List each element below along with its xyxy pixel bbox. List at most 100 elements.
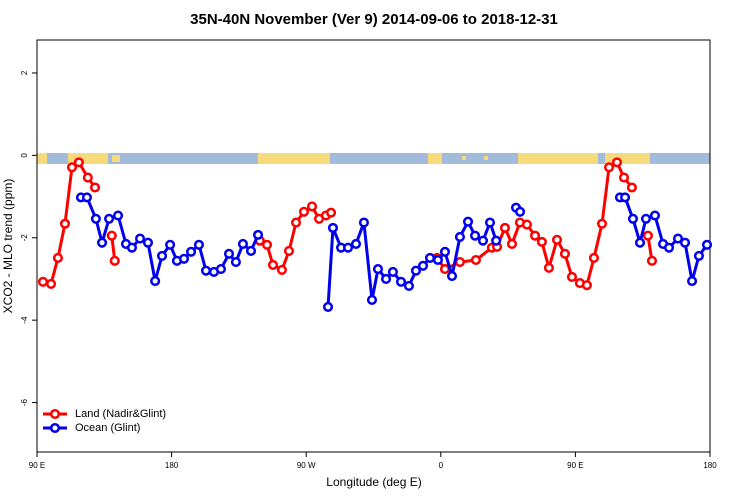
point (358, 217, 369, 228)
point (701, 239, 713, 250)
point (620, 192, 631, 203)
legend-symbol (49, 408, 61, 420)
point (410, 265, 422, 276)
point (215, 264, 227, 275)
point (109, 255, 120, 266)
point (37, 276, 49, 287)
point (649, 210, 661, 221)
series-line (80, 195, 709, 308)
point (491, 235, 502, 246)
legend-label: Land (Nadir&Glint) (75, 408, 166, 420)
point (446, 271, 458, 282)
point (521, 219, 532, 230)
point (506, 238, 518, 249)
point (126, 242, 138, 253)
series-line (42, 160, 654, 288)
point (325, 207, 337, 218)
point (499, 222, 511, 233)
point (424, 252, 436, 263)
point (142, 237, 154, 248)
point (454, 231, 465, 242)
x-axis-label: Longitude (deg E) (326, 475, 421, 489)
point (283, 245, 295, 256)
point (290, 217, 302, 228)
point (134, 233, 146, 244)
point (267, 259, 279, 271)
x-tick-label: 90 E (29, 461, 45, 470)
point (322, 301, 334, 313)
x-tick-label: 90 W (297, 461, 316, 470)
y-tick-label: -4 (20, 316, 29, 324)
point (439, 264, 451, 275)
point (679, 237, 691, 248)
point (439, 246, 451, 257)
point (618, 172, 630, 183)
point (417, 260, 429, 271)
point (387, 266, 398, 278)
point (230, 257, 241, 268)
point (529, 230, 541, 241)
point (59, 218, 71, 229)
point (178, 253, 190, 264)
point (687, 275, 698, 287)
point (611, 157, 623, 168)
point (366, 294, 378, 306)
point (343, 242, 354, 253)
legend-label: Ocean (Glint) (75, 422, 140, 434)
point (73, 157, 84, 168)
point (46, 278, 57, 289)
point (90, 213, 101, 224)
point (156, 250, 168, 261)
y-tick-label: -2 (20, 234, 29, 242)
point (193, 239, 205, 250)
point (588, 252, 599, 263)
point (581, 280, 592, 291)
point (672, 233, 684, 244)
point (104, 213, 115, 224)
point (626, 182, 637, 193)
point (165, 239, 176, 250)
point (596, 218, 608, 229)
point (200, 265, 212, 276)
point (306, 201, 318, 212)
point (245, 245, 257, 256)
y-tick-label: 0 (20, 153, 29, 158)
point (477, 235, 489, 246)
point (627, 213, 639, 224)
x-tick-label: 0 (439, 461, 444, 470)
point (89, 182, 101, 193)
y-axis-label: XCO2 - MLO trend (ppm) (1, 179, 15, 314)
point (327, 222, 339, 233)
point (634, 237, 646, 248)
point (693, 250, 704, 261)
point (515, 206, 526, 217)
point (237, 238, 248, 249)
point (646, 255, 658, 266)
point (484, 217, 496, 228)
plot-frame (36, 39, 711, 453)
point (252, 229, 264, 240)
point (403, 280, 414, 292)
point (543, 262, 554, 273)
point (223, 248, 235, 259)
point (462, 216, 474, 227)
point (469, 230, 481, 241)
point (66, 162, 78, 173)
point (551, 234, 563, 245)
x-tick-label: 90 E (567, 461, 583, 470)
x-tick-label: 180 (703, 461, 717, 470)
point (298, 206, 310, 217)
point (113, 210, 124, 221)
point (454, 257, 465, 268)
point (372, 264, 384, 275)
point (261, 239, 273, 250)
point (82, 172, 93, 183)
point (432, 254, 444, 266)
point (395, 276, 407, 287)
point (536, 236, 547, 247)
point (185, 246, 197, 257)
point (663, 242, 675, 253)
point (559, 248, 570, 259)
point (642, 230, 653, 241)
point (81, 192, 93, 203)
